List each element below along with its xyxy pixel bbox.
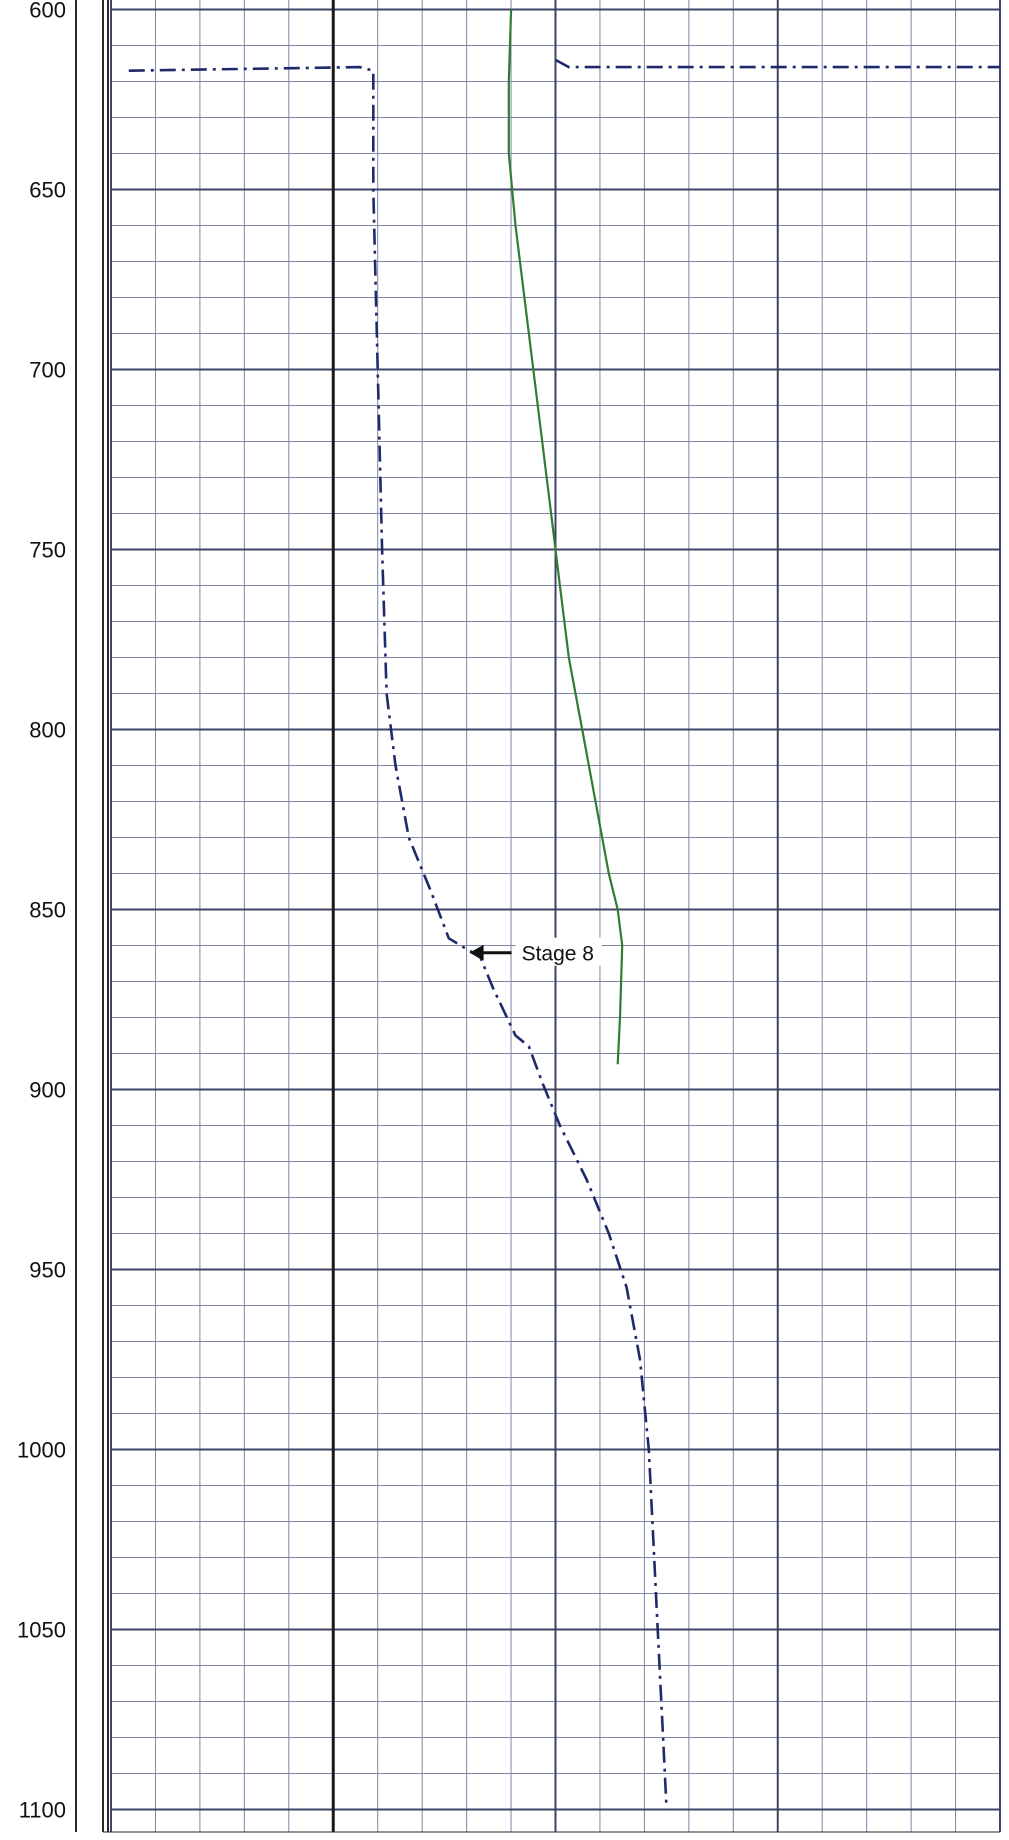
depth-tick-label: 1050 bbox=[17, 1618, 66, 1643]
stage-arrow-head bbox=[469, 944, 484, 961]
depth-tick-label: 850 bbox=[29, 898, 66, 923]
depth-tick-label: 950 bbox=[29, 1258, 66, 1283]
green-solid-curve bbox=[507, 9, 624, 1065]
depth-tick-label: 750 bbox=[29, 538, 66, 563]
depth-tick-label: 800 bbox=[29, 718, 66, 743]
depth-axis-labels: 600 650 700 750 800 850 900 950 1000 1050 1100 bbox=[17, 0, 66, 1823]
depth-tick-label: 900 bbox=[29, 1078, 66, 1103]
depth-tick-label: 1100 bbox=[19, 1798, 66, 1823]
depth-tick-label: 650 bbox=[29, 178, 66, 203]
major-gridlines bbox=[110, 0, 1001, 1832]
track-frame bbox=[75, 0, 1000, 1833]
depth-tick-label: 1000 bbox=[17, 1438, 66, 1463]
stage-label-bg bbox=[515, 937, 602, 966]
stage-annotation: Stage 8 bbox=[469, 937, 602, 966]
depth-tick-label: 700 bbox=[29, 358, 66, 383]
blue-dashdot-curve-1 bbox=[128, 65, 668, 1810]
stage-label: Stage 8 bbox=[522, 943, 594, 966]
series-lines bbox=[128, 9, 1000, 1810]
depth-tick-label: 600 bbox=[29, 0, 66, 23]
blue-dashdot-curve-2 bbox=[554, 58, 1000, 69]
